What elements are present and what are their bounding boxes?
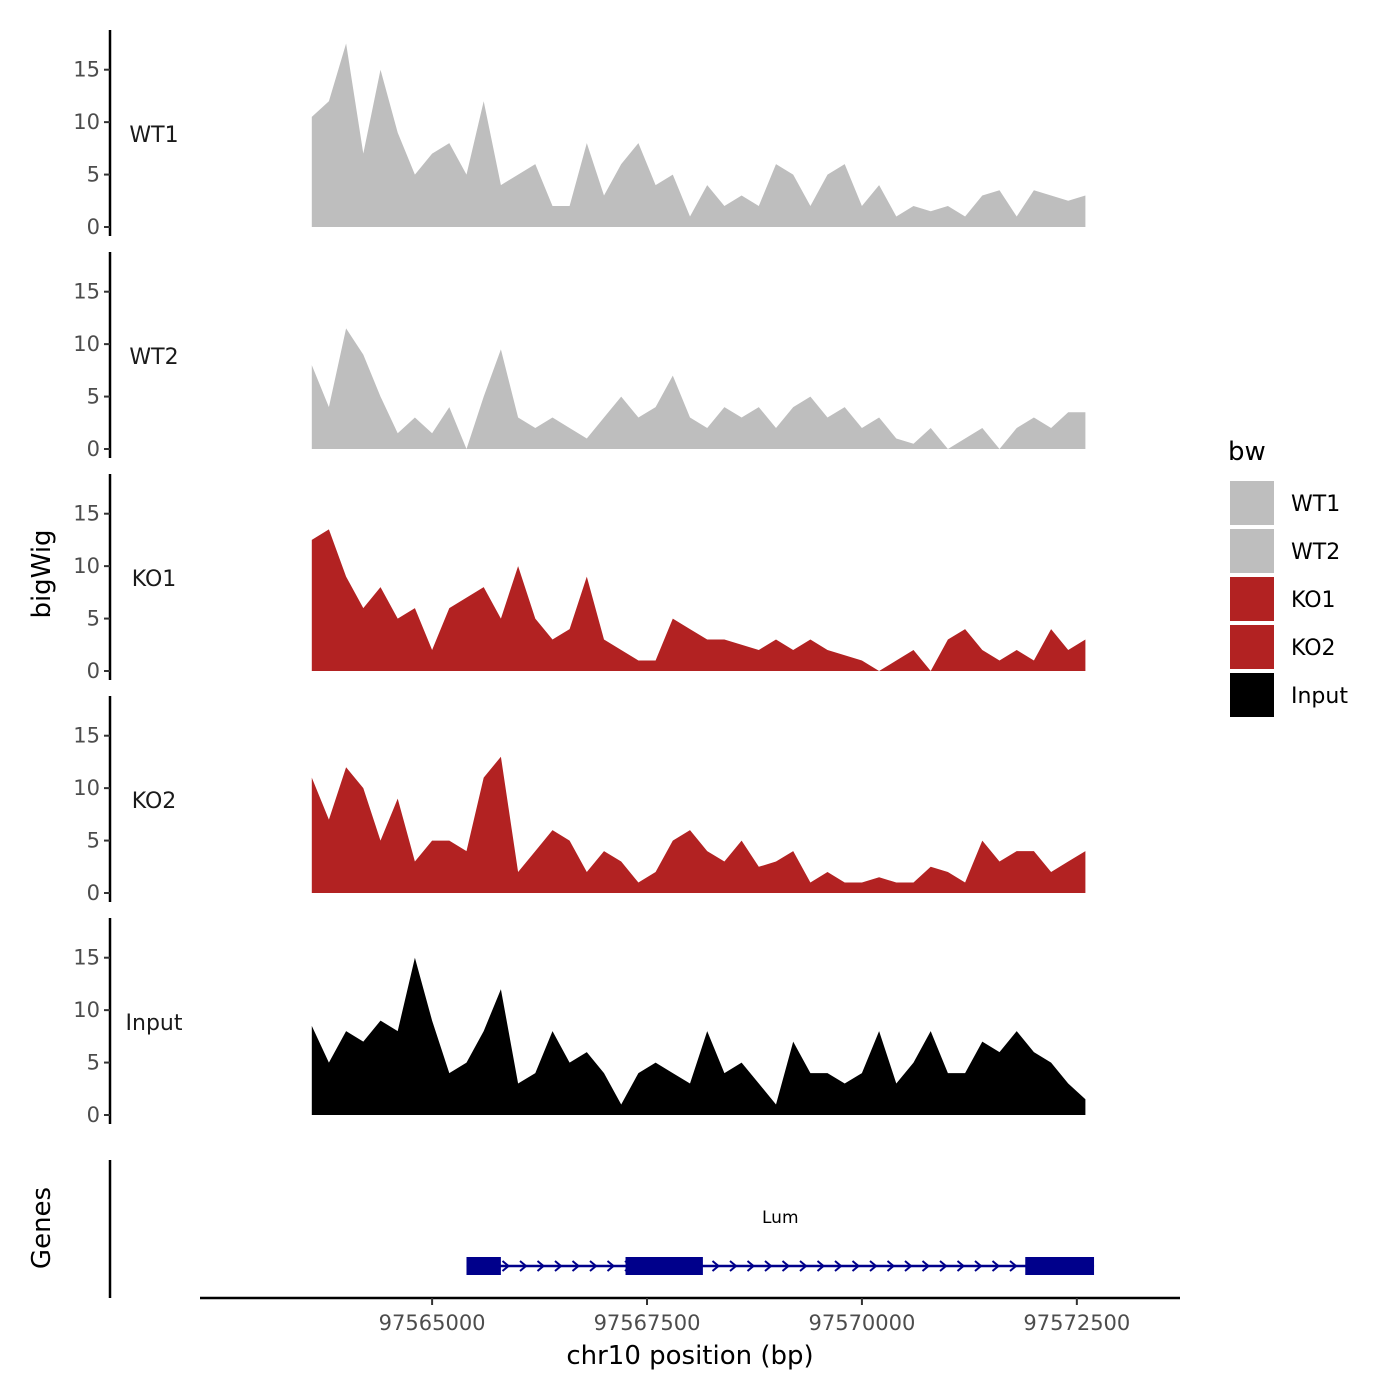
track-label-ko1: KO1 <box>132 567 177 592</box>
x-tick-label: 97565000 <box>379 1311 486 1335</box>
strand-arrow-icon <box>746 1260 756 1272</box>
strand-arrow-icon <box>921 1260 931 1272</box>
y-tick-label: 10 <box>73 554 100 578</box>
legend-swatch-ko1 <box>1228 575 1276 623</box>
y-tick-label: 0 <box>87 1103 100 1127</box>
y-tick-label: 15 <box>73 58 100 82</box>
strand-arrow-icon <box>816 1260 826 1272</box>
gene-name-label: Lum <box>762 1208 799 1228</box>
y-tick-label: 5 <box>87 1051 100 1075</box>
y-tick-label: 15 <box>73 946 100 970</box>
legend-title: bw <box>1228 437 1266 467</box>
gene-exon <box>466 1257 501 1275</box>
strand-arrow-icon <box>886 1260 896 1272</box>
track-wt2: 0 5 10 15 WT2 <box>73 252 1086 461</box>
strand-arrow-icon <box>869 1260 878 1272</box>
strand-arrow-icon <box>956 1260 966 1272</box>
track-wt1: 0 5 10 15 WT1 <box>73 30 1086 239</box>
signal-area-input <box>311 957 1086 1115</box>
y-tick-label: 15 <box>73 280 100 304</box>
strand-arrow-icon <box>571 1260 581 1272</box>
x-tick-label: 97570000 <box>808 1311 915 1335</box>
track-ko2: 0 5 10 15 KO2 <box>73 696 1086 905</box>
strand-arrow-icon <box>519 1260 528 1272</box>
gene-track: Lum <box>108 1160 1095 1298</box>
x-axis: 97565000 97567500 97570000 97572500 <box>200 1296 1180 1335</box>
y-tick-label: 0 <box>87 437 100 461</box>
strand-arrow-icon <box>991 1260 1001 1272</box>
track-label-input: Input <box>126 1011 183 1036</box>
y-tick-label: 10 <box>73 110 100 134</box>
track-label-wt2: WT2 <box>129 345 178 370</box>
signal-area-wt1 <box>311 43 1086 227</box>
x-axis-title: chr10 position (bp) <box>566 1341 813 1371</box>
track-input: 0 5 10 15 Input <box>73 918 1086 1127</box>
y-tick-label: 5 <box>87 607 100 631</box>
y-tick-label: 0 <box>87 659 100 683</box>
legend: bw WT1 WT2 KO1 KO2 Input <box>1228 437 1348 719</box>
signal-tracks: 0 5 10 15 WT1 0 5 10 15 WT2 0 5 10 15 KO1 0 5 10 15 KO2 0 5 10… <box>73 30 1086 1127</box>
legend-swatch-wt1 <box>1228 479 1276 527</box>
strand-arrow-icon <box>589 1260 598 1272</box>
y-tick-label: 10 <box>73 332 100 356</box>
y-tick-label: 15 <box>73 724 100 748</box>
strand-arrow-icon <box>1009 1260 1018 1272</box>
strand-arrow-icon <box>851 1260 861 1272</box>
strand-arrow-icon <box>974 1260 983 1272</box>
signal-area-ko2 <box>311 756 1086 893</box>
strand-arrow-icon <box>711 1260 721 1272</box>
legend-swatch-input <box>1228 671 1276 719</box>
y-tick-label: 5 <box>87 163 100 187</box>
legend-label-ko2: KO2 <box>1291 636 1336 661</box>
strand-arrow-icon <box>764 1260 773 1272</box>
gene-exon <box>1025 1257 1095 1275</box>
legend-label-wt1: WT1 <box>1291 492 1340 517</box>
signal-area-wt2 <box>311 328 1086 449</box>
y-tick-label: 5 <box>87 829 100 853</box>
strand-arrow-icon <box>799 1260 808 1272</box>
strand-arrow-icon <box>834 1260 843 1272</box>
strand-arrow-icon <box>554 1260 563 1272</box>
x-tick-label: 97567500 <box>594 1311 701 1335</box>
legend-swatch-wt2 <box>1228 527 1276 575</box>
strand-arrow-icon <box>904 1260 913 1272</box>
y-tick-label: 15 <box>73 502 100 526</box>
legend-label-ko1: KO1 <box>1291 588 1336 613</box>
y-tick-label: 10 <box>73 998 100 1022</box>
y-tick-label: 0 <box>87 215 100 239</box>
legend-label-wt2: WT2 <box>1291 540 1340 565</box>
strand-arrow-icon <box>781 1260 791 1272</box>
track-ko1: 0 5 10 15 KO1 <box>73 474 1086 683</box>
track-label-ko2: KO2 <box>132 789 177 814</box>
track-label-wt1: WT1 <box>129 123 178 148</box>
y-tick-label: 10 <box>73 776 100 800</box>
legend-swatch-ko2 <box>1228 623 1276 671</box>
y-tick-label: 5 <box>87 385 100 409</box>
legend-label-input: Input <box>1291 684 1348 709</box>
strand-arrow-icon <box>501 1260 511 1272</box>
x-tick-label: 97572500 <box>1023 1311 1130 1335</box>
strand-arrow-icon <box>939 1260 948 1272</box>
gene-exon <box>625 1257 703 1275</box>
y-axis-title: bigWig <box>27 529 57 618</box>
strand-arrow-icon <box>606 1260 616 1272</box>
signal-area-ko1 <box>311 529 1086 671</box>
genes-axis-title: Genes <box>27 1187 57 1269</box>
strand-arrow-icon <box>536 1260 546 1272</box>
y-tick-label: 0 <box>87 881 100 905</box>
strand-arrow-icon <box>729 1260 738 1272</box>
